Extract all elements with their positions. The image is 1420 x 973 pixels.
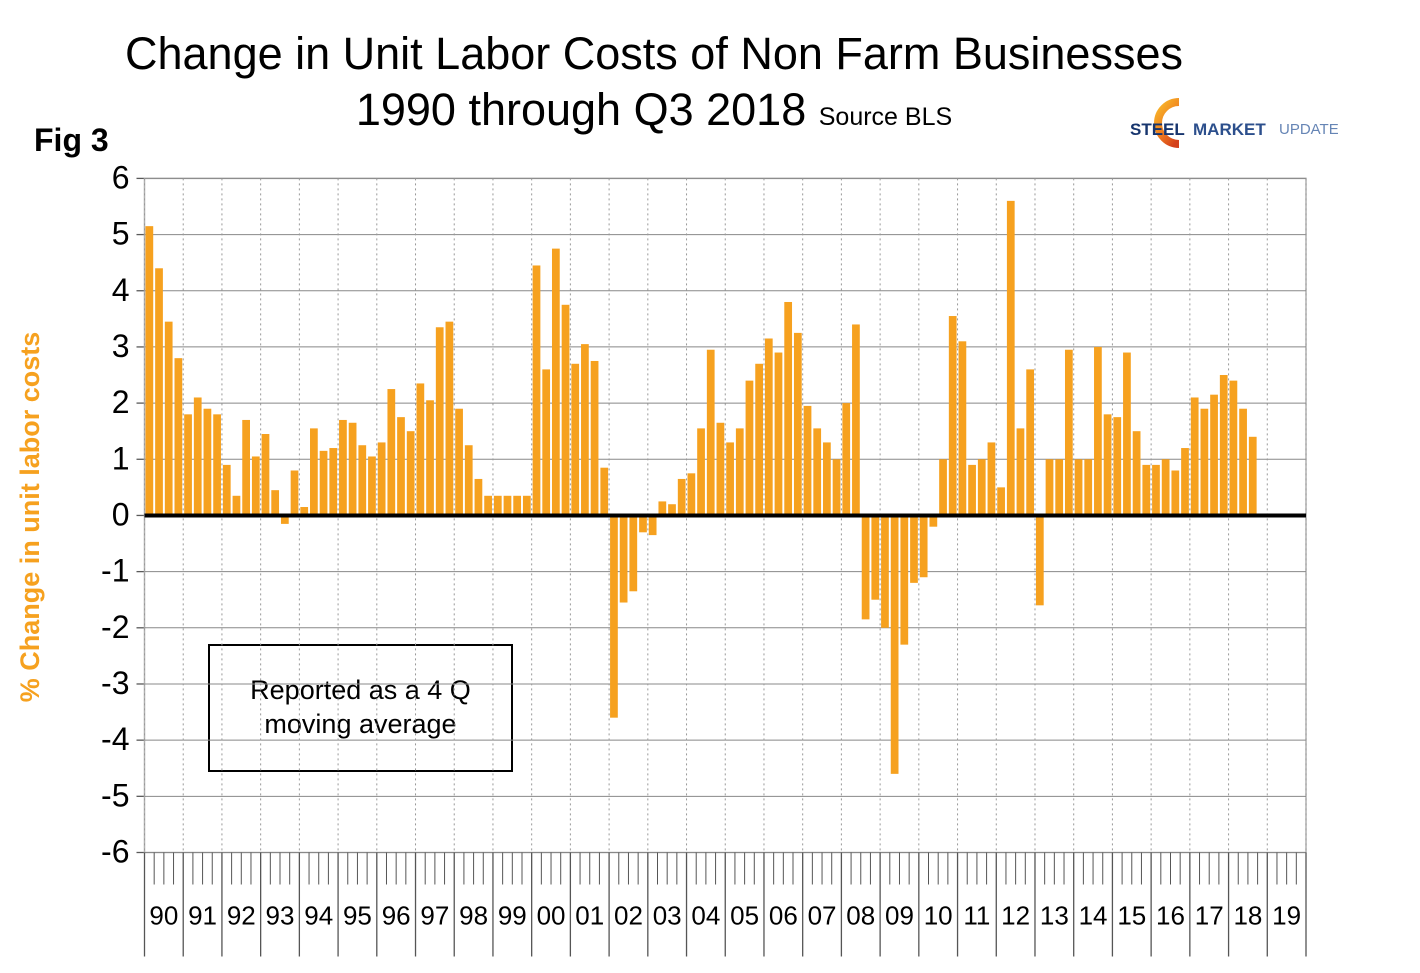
svg-text:5: 5: [112, 216, 130, 252]
svg-text:00: 00: [537, 901, 566, 931]
svg-text:18: 18: [1233, 901, 1262, 931]
svg-text:05: 05: [730, 901, 759, 931]
svg-text:95: 95: [343, 901, 372, 931]
svg-text:4: 4: [112, 272, 130, 308]
svg-text:02: 02: [614, 901, 643, 931]
svg-text:98: 98: [459, 901, 488, 931]
svg-text:1: 1: [112, 440, 130, 476]
svg-text:99: 99: [498, 901, 527, 931]
svg-text:12: 12: [1001, 901, 1030, 931]
svg-text:15: 15: [1117, 901, 1146, 931]
svg-text:90: 90: [149, 901, 178, 931]
svg-text:17: 17: [1195, 901, 1224, 931]
svg-text:10: 10: [924, 901, 953, 931]
svg-text:94: 94: [304, 901, 333, 931]
svg-text:-4: -4: [101, 721, 129, 757]
svg-text:92: 92: [227, 901, 256, 931]
svg-text:09: 09: [885, 901, 914, 931]
svg-text:07: 07: [808, 901, 837, 931]
svg-text:91: 91: [188, 901, 217, 931]
svg-text:04: 04: [691, 901, 720, 931]
svg-text:01: 01: [575, 901, 604, 931]
svg-text:13: 13: [1040, 901, 1069, 931]
svg-text:03: 03: [653, 901, 682, 931]
svg-text:0: 0: [112, 496, 130, 532]
svg-text:6: 6: [112, 159, 130, 195]
svg-text:2: 2: [112, 384, 130, 420]
svg-text:3: 3: [112, 328, 130, 364]
svg-text:19: 19: [1272, 901, 1301, 931]
svg-text:16: 16: [1156, 901, 1185, 931]
svg-text:08: 08: [846, 901, 875, 931]
svg-text:96: 96: [382, 901, 411, 931]
svg-text:06: 06: [769, 901, 798, 931]
svg-text:-6: -6: [101, 834, 129, 870]
svg-text:-3: -3: [101, 665, 129, 701]
svg-text:97: 97: [420, 901, 449, 931]
svg-text:14: 14: [1079, 901, 1108, 931]
svg-text:-2: -2: [101, 609, 129, 645]
svg-text:-1: -1: [101, 553, 129, 589]
svg-text:11: 11: [963, 901, 990, 931]
svg-text:93: 93: [266, 901, 295, 931]
svg-text:-5: -5: [101, 777, 129, 813]
